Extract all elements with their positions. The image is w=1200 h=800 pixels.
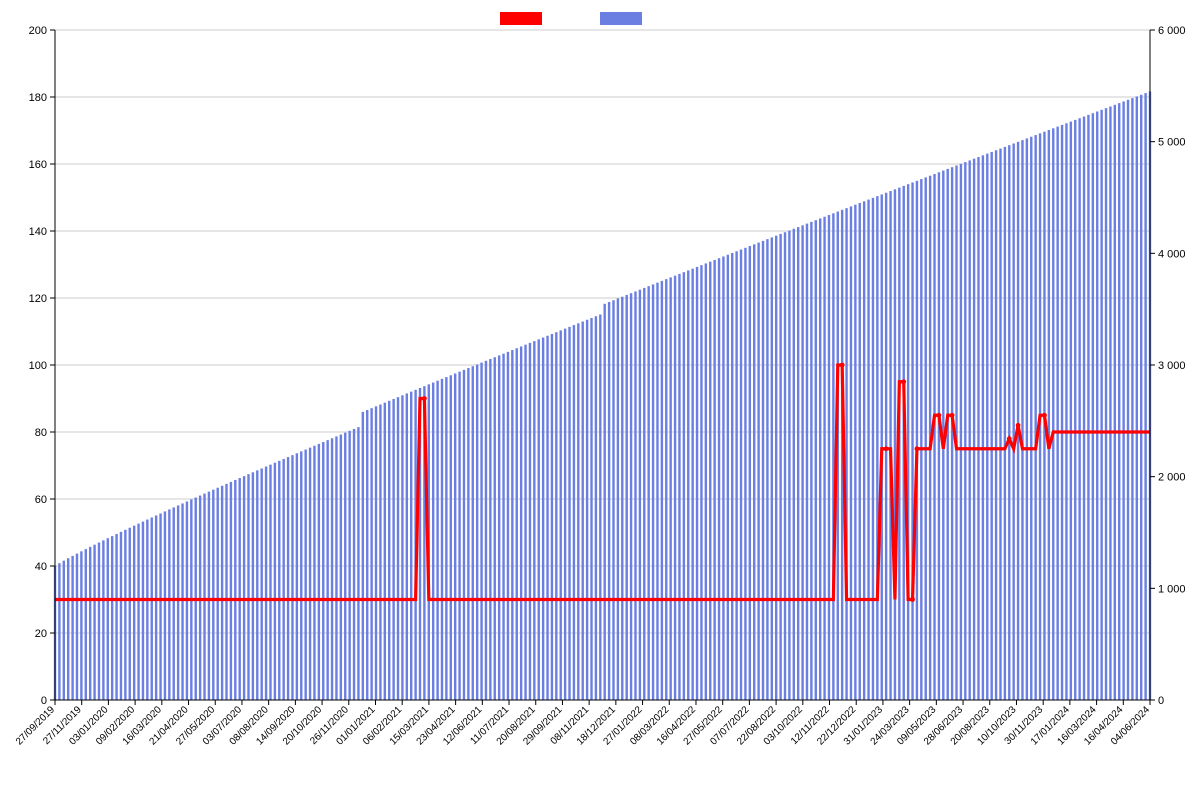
left-tick-label: 140	[29, 226, 47, 238]
right-tick-label: 6 000	[1158, 25, 1186, 37]
right-tick-label: 1 000	[1158, 583, 1186, 595]
left-tick-label: 60	[35, 494, 47, 506]
left-tick-label: 160	[29, 159, 47, 171]
right-tick-label: 4 000	[1158, 248, 1186, 260]
right-tick-label: 0	[1158, 695, 1164, 707]
dual-axis-chart: 0 20 40 60 80 100 120 140 160 180 200 0 1 000 2 000 3 …	[0, 0, 1200, 800]
left-tick-label: 200	[29, 25, 47, 37]
legend-swatch	[500, 12, 542, 25]
left-tick-label: 120	[29, 293, 47, 305]
right-tick-label: 5 000	[1158, 137, 1186, 149]
left-tick-label: 100	[29, 360, 47, 372]
legend-swatch	[600, 12, 642, 25]
left-tick-label: 40	[35, 561, 47, 573]
left-tick-label: 0	[41, 695, 47, 707]
left-tick-label: 20	[35, 628, 47, 640]
left-tick-label: 80	[35, 427, 47, 439]
left-tick-label: 180	[29, 92, 47, 104]
right-tick-label: 3 000	[1158, 360, 1186, 372]
chart-svg: 0 20 40 60 80 100 120 140 160 180 200 0 1 000 2 000 3 …	[0, 0, 1200, 800]
right-tick-label: 2 000	[1158, 472, 1186, 484]
